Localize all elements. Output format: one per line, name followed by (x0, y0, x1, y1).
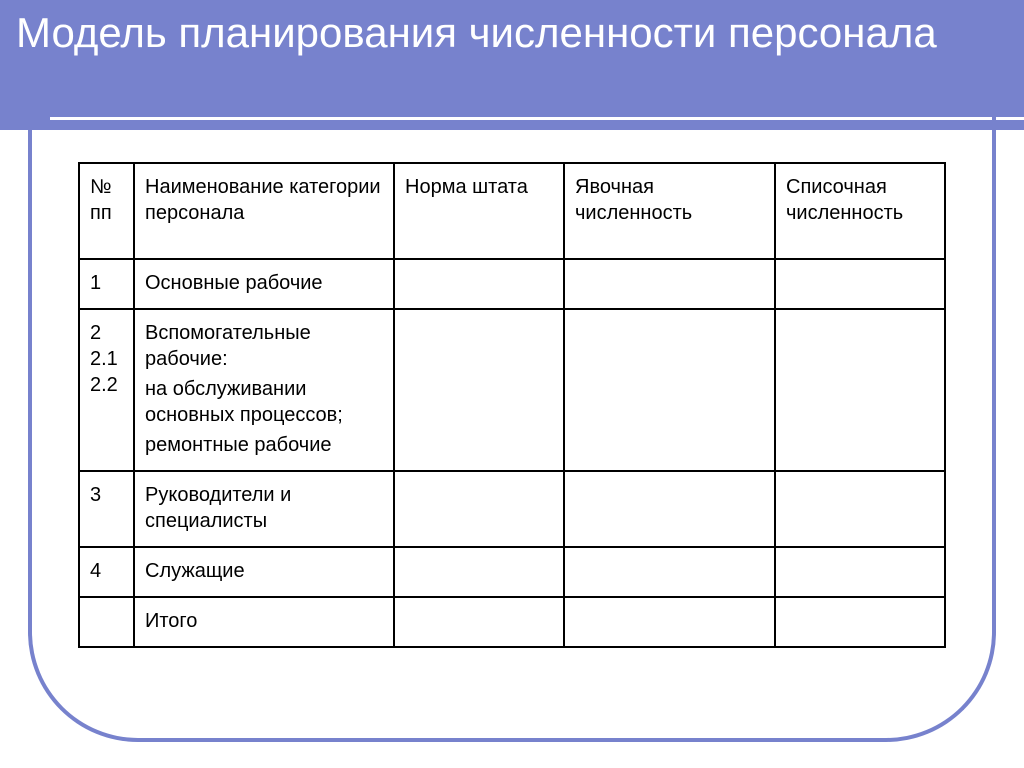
col-name: Наименование категории персонала (134, 163, 394, 259)
col-list: Списочная численность (775, 163, 945, 259)
table-row: Итого (79, 597, 945, 647)
cell-num: 22.12.2 (79, 309, 134, 471)
name-line: Вспомогательные рабочие: (145, 320, 383, 372)
name-line: Руководители и специалисты (145, 482, 383, 534)
cell-num: 1 (79, 259, 134, 309)
col-attend: Явочная численность (564, 163, 775, 259)
slide-header: Модель планирования численности персонал… (0, 0, 1024, 130)
table-body: 1Основные рабочие22.12.2Вспомогательные … (79, 259, 945, 647)
cell-num: 3 (79, 471, 134, 547)
table-wrap: № пп Наименование категории персонала Но… (78, 162, 946, 648)
table-header-row: № пп Наименование категории персонала Но… (79, 163, 945, 259)
num-line: 2 (90, 320, 123, 346)
name-line: Основные рабочие (145, 270, 383, 296)
num-line: 1 (90, 270, 123, 296)
table-row: 22.12.2Вспомогательные рабочие:на обслуж… (79, 309, 945, 471)
num-line: 4 (90, 558, 123, 584)
name-line: Итого (145, 608, 383, 634)
num-line: 2.2 (90, 372, 123, 398)
cell-value (564, 471, 775, 547)
cell-value (394, 309, 564, 471)
num-line: 2.1 (90, 346, 123, 372)
cell-value (394, 597, 564, 647)
personnel-table: № пп Наименование категории персонала Но… (78, 162, 946, 648)
slide-body: № пп Наименование категории персонала Но… (0, 130, 1024, 768)
name-line: на обслуживании основных процессов; (145, 376, 383, 428)
cell-value (564, 597, 775, 647)
cell-value (775, 309, 945, 471)
cell-value (564, 259, 775, 309)
cell-name: Служащие (134, 547, 394, 597)
col-norm: Норма штата (394, 163, 564, 259)
cell-name: Руководители и специалисты (134, 471, 394, 547)
cell-name: Итого (134, 597, 394, 647)
cell-value (564, 547, 775, 597)
name-line: Служащие (145, 558, 383, 584)
cell-value (394, 259, 564, 309)
cell-value (394, 471, 564, 547)
table-row: 3 Руководители и специалисты (79, 471, 945, 547)
cell-value (564, 309, 775, 471)
name-line: ремонтные рабочие (145, 432, 383, 458)
slide-title: Модель планирования численности персонал… (16, 8, 1008, 58)
cell-value (775, 547, 945, 597)
cell-name: Вспомогательные рабочие:на обслуживании … (134, 309, 394, 471)
cell-num: 4 (79, 547, 134, 597)
cell-value (775, 259, 945, 309)
num-line: 3 (90, 482, 123, 508)
cell-value (775, 597, 945, 647)
cell-value (394, 547, 564, 597)
cell-name: Основные рабочие (134, 259, 394, 309)
cell-num (79, 597, 134, 647)
table-row: 1 Основные рабочие (79, 259, 945, 309)
cell-value (775, 471, 945, 547)
header-underline (50, 117, 1024, 120)
table-row: 4 Служащие (79, 547, 945, 597)
col-num: № пп (79, 163, 134, 259)
